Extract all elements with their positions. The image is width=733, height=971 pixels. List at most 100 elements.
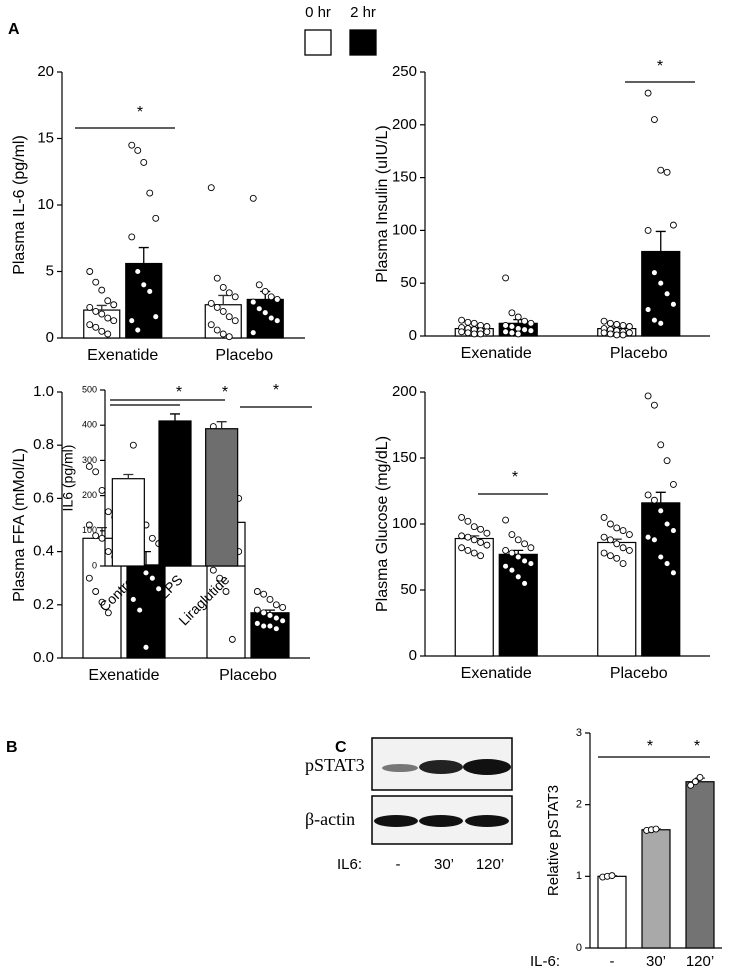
data-point	[225, 333, 233, 341]
data-point	[644, 491, 652, 499]
significance-star: *	[176, 384, 182, 401]
data-point	[128, 233, 136, 241]
data-point	[104, 297, 112, 305]
blot-lane-label: 30’	[434, 856, 454, 873]
data-point	[92, 307, 100, 315]
y-tick-label: 3	[576, 727, 582, 739]
data-point	[134, 147, 142, 154]
data-point	[470, 330, 478, 338]
data-point	[483, 529, 491, 537]
data-point	[663, 290, 671, 298]
data-point	[650, 116, 658, 123]
data-point	[142, 643, 150, 651]
data-point	[92, 588, 100, 595]
significance-star: *	[137, 104, 143, 121]
data-point	[483, 541, 491, 549]
y-tick-label: 0.0	[33, 649, 54, 666]
data-point	[600, 549, 608, 557]
data-point	[148, 574, 156, 582]
data-point	[508, 549, 516, 557]
data-point	[508, 309, 516, 317]
data-point	[266, 611, 274, 619]
data-point	[613, 320, 621, 328]
data-point	[104, 609, 112, 617]
data-point	[128, 141, 136, 149]
data-point	[521, 557, 529, 565]
data-point	[219, 284, 227, 291]
data-point	[600, 329, 608, 337]
data-point	[613, 554, 621, 562]
data-point	[650, 496, 658, 504]
data-point	[85, 521, 93, 529]
data-point	[657, 166, 665, 174]
data-point	[86, 268, 94, 275]
data-point	[514, 313, 522, 321]
y-tick-label: 10	[37, 196, 54, 213]
y-tick-label: 0.2	[33, 596, 54, 613]
data-point	[508, 531, 516, 539]
y-tick-label: 1.0	[33, 383, 54, 400]
y-tick-label: 100	[82, 525, 97, 535]
data-point	[527, 327, 535, 335]
data-point	[140, 281, 148, 289]
data-point	[613, 540, 621, 548]
data-point	[98, 310, 106, 318]
data-point	[619, 331, 627, 339]
data-point	[104, 508, 112, 516]
data-point	[514, 553, 522, 561]
blot-x-label: IL6:	[337, 856, 362, 873]
legend-label: 2 hr	[350, 4, 376, 21]
blot-lane-label: 120’	[476, 856, 504, 873]
data-point	[92, 532, 100, 540]
data-point	[669, 480, 677, 488]
x-tick-label: Exenatide	[461, 665, 532, 682]
y-tick-label: 150	[392, 169, 417, 186]
data-point	[216, 574, 224, 582]
data-point	[644, 533, 652, 541]
significance-star: *	[512, 469, 518, 486]
y-tick-label: 50	[400, 581, 417, 598]
y-tick-label: 0.8	[33, 436, 54, 453]
data-point	[477, 525, 485, 533]
data-point	[253, 606, 261, 614]
data-point	[600, 317, 608, 325]
x-tick-label: 30’	[646, 953, 666, 970]
data-point	[272, 625, 280, 633]
data-point	[669, 221, 677, 229]
data-point	[266, 596, 274, 603]
bar	[641, 502, 681, 657]
data-point	[213, 303, 221, 311]
data-point	[104, 330, 112, 338]
data-point	[625, 329, 633, 337]
data-point	[261, 309, 269, 317]
data-point	[606, 552, 614, 560]
data-point	[225, 313, 233, 321]
data-point	[267, 293, 275, 301]
data-point	[521, 579, 529, 587]
y-axis-title: Plasma Insulin (uIU/L)	[374, 125, 391, 282]
data-point	[152, 214, 160, 222]
y-tick-label: 20	[37, 63, 54, 80]
data-point	[155, 585, 163, 593]
data-point	[502, 546, 510, 554]
data-point	[464, 546, 472, 554]
data-point	[458, 544, 466, 552]
data-point	[207, 299, 215, 307]
data-point	[502, 562, 510, 570]
x-tick-label: Exenatide	[87, 347, 158, 364]
y-tick-label: 250	[392, 63, 417, 80]
data-point	[129, 441, 137, 449]
data-point	[86, 303, 94, 311]
data-point	[470, 536, 478, 544]
panel-label: A	[8, 21, 20, 38]
blot-band	[419, 760, 463, 774]
y-tick-label: 1	[576, 870, 582, 882]
data-point	[110, 317, 118, 325]
data-point	[527, 319, 535, 327]
error-bar	[655, 491, 666, 503]
data-point	[136, 606, 144, 614]
blot-band	[465, 815, 509, 827]
y-tick-label: 0	[46, 329, 54, 346]
data-point	[606, 330, 614, 338]
data-point	[521, 326, 529, 334]
